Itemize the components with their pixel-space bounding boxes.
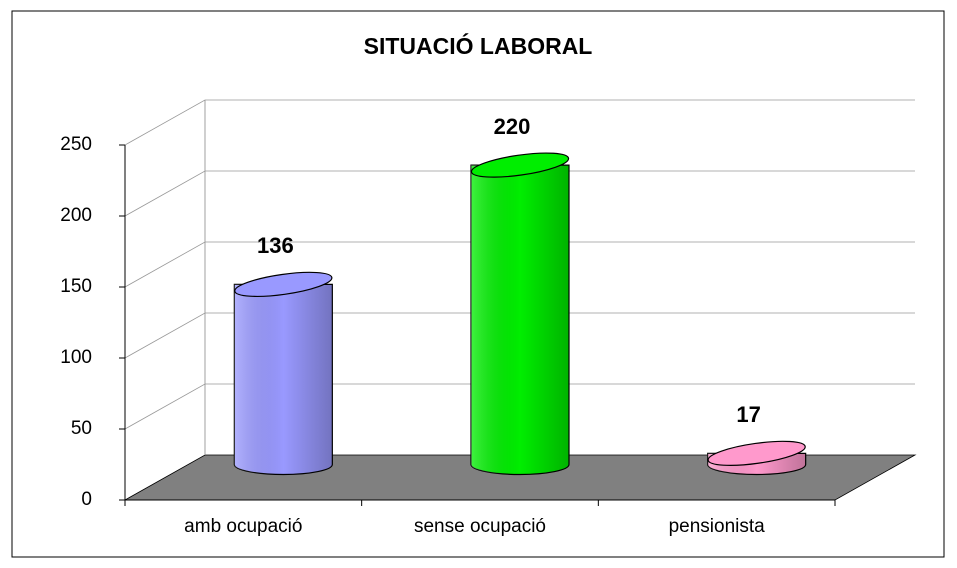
bar-top (234, 271, 333, 298)
chart-title: SITUACIÓ LABORAL (364, 32, 593, 59)
y-tick-label: 200 (60, 205, 92, 226)
y-tick-label: 100 (60, 347, 92, 368)
grid-line (124, 99, 915, 146)
grid-line (124, 383, 915, 430)
x-tick-label: pensionista (669, 516, 766, 537)
x-tick-label: amb ocupació (184, 516, 302, 537)
bar-top (470, 152, 570, 178)
y-tick-label: 50 (71, 418, 92, 439)
grid-line (124, 170, 915, 217)
grid-line (124, 312, 915, 359)
value-label: 220 (494, 114, 531, 139)
grid-line (124, 241, 915, 288)
y-tick-label: 0 (81, 489, 92, 510)
bar-shade (471, 165, 569, 475)
bar-top (707, 440, 806, 466)
x-tick-label: sense ocupació (414, 516, 546, 537)
value-label: 17 (736, 402, 760, 427)
y-tick-label: 150 (60, 276, 92, 297)
value-label: 136 (257, 233, 294, 258)
y-tick-label: 250 (60, 134, 92, 155)
bar-shade (234, 284, 333, 475)
